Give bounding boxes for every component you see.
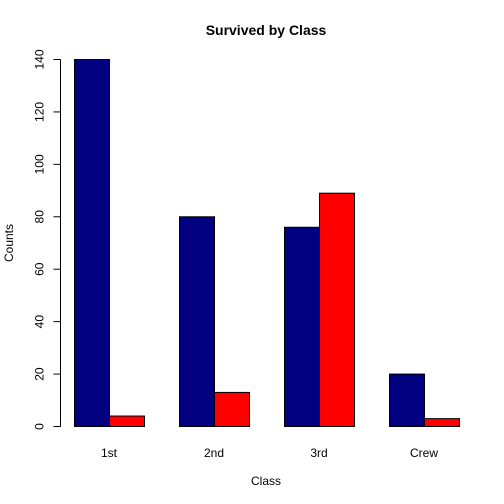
- y-tick-label: 20: [33, 367, 47, 381]
- chart-title: Survived by Class: [206, 22, 327, 38]
- x-tick-label-crew: Crew: [410, 446, 438, 460]
- bar-crew-series-2: [424, 418, 460, 427]
- bar-1st-series-1: [74, 59, 110, 427]
- x-tick-label-1st: 1st: [101, 446, 118, 460]
- y-tick-label: 80: [33, 210, 47, 224]
- y-tick-label: 40: [33, 315, 47, 329]
- bar-2nd-series-2: [214, 391, 250, 427]
- x-tick-label-2nd: 2nd: [204, 446, 224, 460]
- y-axis-label: Counts: [2, 224, 16, 262]
- bars-group: [74, 59, 460, 428]
- bar-2nd-series-1: [179, 216, 215, 427]
- x-axis-labels: 1st 2nd 3rd Crew: [101, 446, 438, 460]
- y-tick-label: 140: [33, 49, 47, 69]
- bar-crew-series-1: [389, 373, 425, 428]
- y-axis: 0 20 40 60 80 100 120 140: [33, 49, 61, 430]
- y-tick-label: 0: [33, 423, 47, 430]
- x-tick-label-3rd: 3rd: [310, 446, 327, 460]
- y-tick-label: 120: [33, 102, 47, 122]
- bar-1st-series-2: [109, 415, 145, 427]
- x-axis-label: Class: [251, 474, 281, 488]
- bar-3rd-series-1: [284, 226, 320, 427]
- y-tick-label: 60: [33, 262, 47, 276]
- y-tick-label: 100: [33, 154, 47, 174]
- bar-3rd-series-2: [319, 192, 355, 427]
